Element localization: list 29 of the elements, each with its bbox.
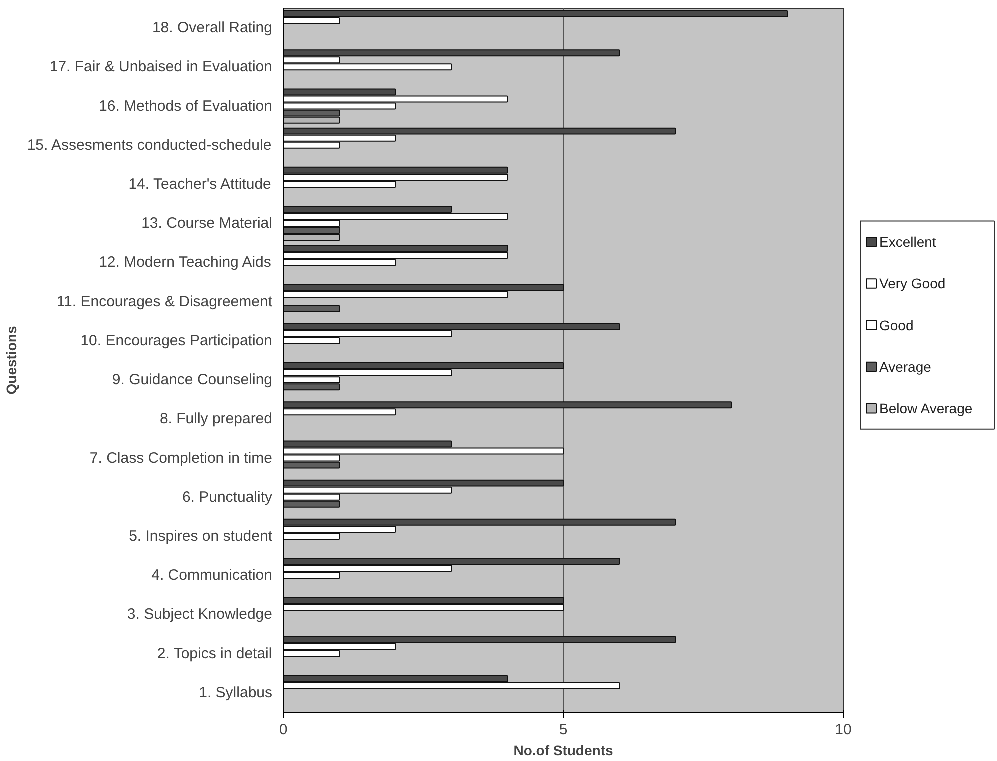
y-tick-label: 3. Subject Knowledge: [127, 606, 273, 624]
y-tick-label: 17. Fair & Unbaised in Evaluation: [50, 58, 273, 76]
y-tick-label: 18. Overall Rating: [152, 20, 273, 37]
x-tick-label: 5: [559, 722, 568, 738]
y-tick-label: 14. Teacher's Attitude: [128, 176, 272, 193]
legend-label: Below Average: [880, 400, 973, 417]
x-tick-label: 0: [279, 722, 288, 738]
y-tick-label: 12. Modern Teaching Aids: [99, 254, 272, 272]
y-tick-label: 16. Methods of Evaluation: [99, 98, 273, 115]
x-tick-label: 10: [835, 722, 852, 738]
y-tick-label: 6. Punctuality: [182, 488, 273, 506]
y-tick-label: 13. Course Material: [142, 215, 273, 232]
y-tick-label: 15. Assesments conducted-schedule: [27, 136, 272, 154]
y-tick-label: 7. Class Completion in time: [90, 450, 273, 467]
y-tick-label: 1. Syllabus: [199, 684, 272, 702]
y-tick-label: 4. Communication: [152, 567, 273, 584]
legend-label: Average: [880, 358, 932, 375]
x-axis-title: No.of Students: [514, 742, 614, 758]
legend-label: Excellent: [880, 234, 936, 250]
y-tick-label: 10. Encourages Participation: [80, 332, 273, 350]
y-tick-label: 5. Inspires on student: [129, 528, 274, 545]
y-axis-title: Questions: [3, 326, 20, 395]
legend-label: Good: [880, 317, 914, 334]
y-tick-label: 9. Guidance Counseling: [112, 372, 272, 389]
y-tick-label: 8. Fully prepared: [160, 410, 273, 428]
y-tick-label: 11. Encourages & Disagreement: [56, 293, 274, 310]
legend-label: Very Good: [880, 276, 946, 292]
y-tick-label: 2. Topics in detail: [157, 645, 272, 662]
bar: [284, 305, 340, 312]
